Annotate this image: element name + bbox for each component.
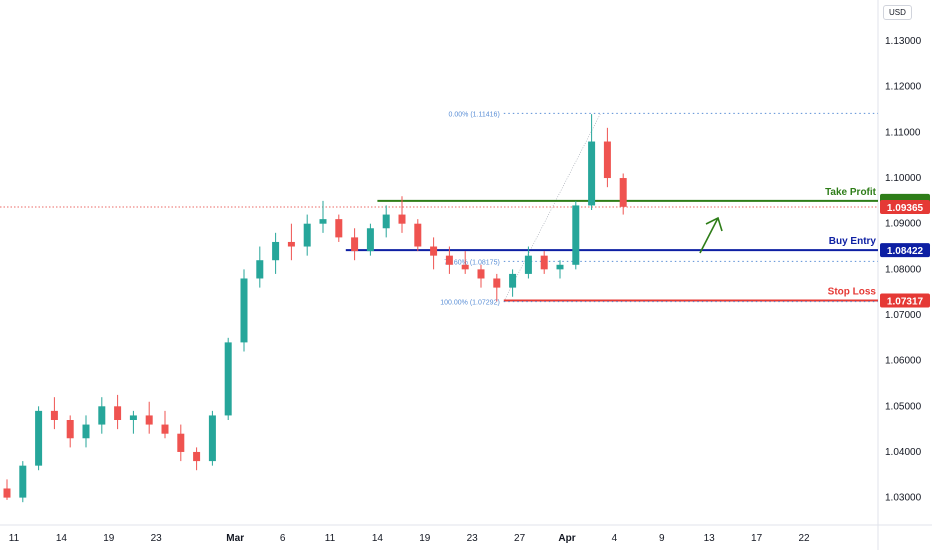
candle-body[interactable]: [603, 141, 611, 179]
candle-body[interactable]: [335, 219, 343, 238]
candle-body[interactable]: [319, 219, 327, 224]
fib-786-label: 78.60% (1.08175): [444, 259, 500, 266]
candle-body[interactable]: [82, 424, 90, 439]
candle-body[interactable]: [114, 406, 122, 420]
x-tick-label: 9: [659, 533, 665, 544]
y-tick-label: 1.05000: [885, 401, 922, 412]
candle-body[interactable]: [509, 273, 517, 288]
candle-body[interactable]: [256, 260, 264, 279]
candle-body[interactable]: [240, 278, 248, 343]
x-tick-label: 14: [372, 533, 384, 544]
candle-body[interactable]: [66, 420, 74, 439]
buy-entry-label: Buy Entry: [829, 236, 877, 247]
x-tick-label: 23: [467, 533, 479, 544]
x-tick-label: Mar: [226, 533, 244, 544]
candle-body[interactable]: [303, 223, 311, 247]
candle-body[interactable]: [287, 241, 295, 247]
buy-entry-price-text: 1.08422: [887, 246, 924, 257]
projection-arrow: [699, 217, 719, 254]
candle-body[interactable]: [3, 488, 11, 498]
candle-body[interactable]: [445, 255, 453, 265]
x-tick-label: 27: [514, 533, 526, 544]
candle-body[interactable]: [556, 264, 564, 270]
x-tick-label: 23: [151, 533, 163, 544]
y-tick-label: 1.08000: [885, 264, 922, 275]
candle-body[interactable]: [414, 223, 422, 247]
fib-100-label: 100.00% (1.07292): [440, 300, 500, 307]
candle-body[interactable]: [98, 406, 106, 425]
x-tick-label: 4: [612, 533, 618, 544]
candle-body[interactable]: [272, 241, 280, 261]
x-tick-label: Apr: [558, 533, 575, 544]
x-tick-label: 13: [704, 533, 716, 544]
current-price-text: 1.09365: [887, 203, 924, 214]
y-tick-label: 1.07000: [885, 310, 922, 321]
stop-loss-label: Stop Loss: [828, 287, 877, 298]
candle-body[interactable]: [572, 205, 580, 265]
take-profit-label: Take Profit: [825, 187, 877, 198]
candle-body[interactable]: [588, 141, 596, 206]
fib-0-label: 0.00% (1.11416): [449, 111, 500, 118]
x-tick-label: 14: [56, 533, 68, 544]
y-tick-label: 1.04000: [885, 447, 922, 458]
candle-body[interactable]: [351, 237, 359, 252]
candle-body[interactable]: [477, 269, 485, 279]
y-tick-label: 1.09000: [885, 219, 922, 230]
candle-body[interactable]: [619, 178, 627, 207]
buy-entry-price-tag: [880, 243, 930, 258]
x-tick-label: 19: [419, 533, 431, 544]
x-tick-label: 22: [798, 533, 810, 544]
candle-body[interactable]: [208, 415, 216, 462]
stop-loss-price-tag: [880, 293, 930, 308]
candle-body[interactable]: [19, 465, 27, 498]
candle-body[interactable]: [461, 264, 469, 270]
current-price-tag: [880, 200, 930, 215]
candle-body[interactable]: [524, 255, 532, 274]
fib-trend-line: [503, 113, 601, 302]
y-tick-label: 1.11000: [885, 127, 921, 138]
x-tick-label: 6: [280, 533, 286, 544]
projection-arrow-head: [705, 216, 723, 232]
candle-body[interactable]: [193, 451, 201, 462]
candle-body[interactable]: [145, 415, 153, 425]
y-tick-label: 1.03000: [885, 493, 922, 504]
candle-body[interactable]: [493, 278, 501, 288]
candle-body[interactable]: [366, 228, 374, 252]
y-tick-label: 1.10000: [885, 173, 922, 184]
candle-body[interactable]: [430, 246, 438, 256]
currency-label[interactable]: USD: [883, 5, 912, 20]
stop-loss-price-text: 1.07317: [887, 297, 924, 308]
candle-body[interactable]: [398, 214, 406, 224]
x-tick-label: 19: [103, 533, 115, 544]
candle-body[interactable]: [35, 410, 43, 466]
candle-body[interactable]: [161, 424, 169, 434]
candle-body[interactable]: [177, 433, 185, 452]
y-tick-label: 1.06000: [885, 356, 922, 367]
x-tick-label: 17: [751, 533, 763, 544]
y-tick-label: 1.12000: [885, 82, 922, 93]
candle-body[interactable]: [129, 415, 137, 420]
candle-body[interactable]: [540, 255, 548, 270]
x-tick-label: 11: [9, 533, 20, 544]
candle-body[interactable]: [224, 342, 232, 416]
x-tick-label: 11: [325, 533, 336, 544]
candle-body[interactable]: [382, 214, 390, 229]
y-tick-label: 1.13000: [885, 36, 922, 47]
candle-body[interactable]: [50, 410, 58, 420]
